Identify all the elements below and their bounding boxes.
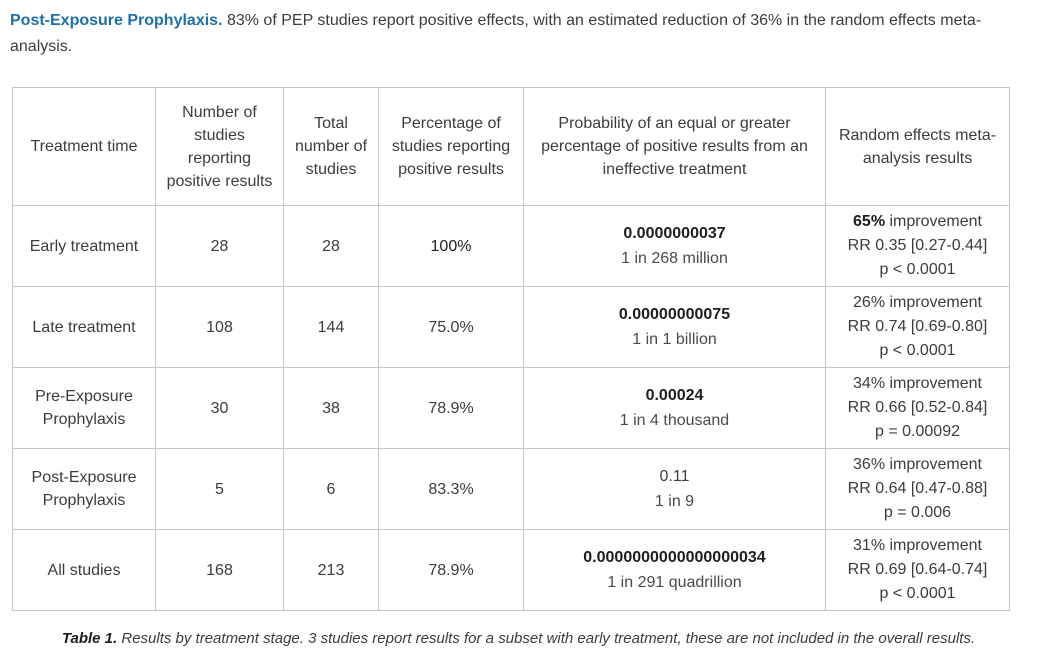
probability-value: 0.11: [659, 468, 690, 485]
probability-cell: 0.0000000037 1 in 268 million: [523, 205, 826, 287]
total-count-cell: 6: [283, 448, 379, 530]
risk-ratio: RR 0.69 [0.64-0.74]: [847, 561, 988, 578]
improvement-percent: 26%: [853, 294, 886, 311]
table-caption: Table 1. Results by treatment stage. 3 s…: [0, 630, 1037, 647]
p-value: p < 0.0001: [879, 342, 956, 359]
percentage-cell: 75.0%: [378, 286, 524, 368]
probability-value: 0.0000000037: [623, 225, 726, 242]
improvement-percent: 36%: [853, 456, 886, 473]
probability-odds: 1 in 268 million: [621, 250, 728, 267]
risk-ratio: RR 0.66 [0.52-0.84]: [847, 399, 988, 416]
table-row-late-treatment: Late treatment 108 144 75.0% 0.000000000…: [12, 286, 1010, 368]
caption-text: Results by treatment stage. 3 studies re…: [117, 630, 976, 647]
header-percentage: Percentage of studies reporting positive…: [378, 87, 524, 206]
probability-cell: 0.00024 1 in 4 thousand: [523, 367, 826, 449]
header-total-studies: Total number of studies: [283, 87, 379, 206]
improvement-line: 31% improvement: [834, 534, 1001, 558]
improvement-suffix: improvement: [885, 213, 982, 230]
meta-analysis-cell: 26% improvement RR 0.74 [0.69-0.80] p < …: [825, 286, 1010, 368]
intro-paragraph: Post-Exposure Prophylaxis. 83% of PEP st…: [0, 0, 1037, 60]
meta-analysis-cell: 34% improvement RR 0.66 [0.52-0.84] p = …: [825, 367, 1010, 449]
p-value: p < 0.0001: [879, 585, 956, 602]
results-table: Treatment time Number of studies reporti…: [12, 87, 1010, 611]
improvement-line: 26% improvement: [834, 291, 1001, 315]
percentage-cell: 83.3%: [378, 448, 524, 530]
improvement-line: 36% improvement: [834, 453, 1001, 477]
positive-count-cell: 5: [155, 448, 284, 530]
percentage-cell: 78.9%: [378, 529, 524, 611]
positive-count-cell: 108: [155, 286, 284, 368]
total-count-cell: 28: [283, 205, 379, 287]
improvement-line: 65% improvement: [834, 210, 1001, 234]
probability-cell: 0.00000000075 1 in 1 billion: [523, 286, 826, 368]
intro-text: 83% of PEP studies report positive effec…: [10, 12, 982, 55]
header-row: Treatment time Number of studies reporti…: [12, 87, 1010, 206]
improvement-suffix: improvement: [885, 294, 982, 311]
header-meta-analysis: Random effects meta-analysis results: [825, 87, 1010, 206]
probability-odds: 1 in 1 billion: [632, 331, 717, 348]
improvement-suffix: improvement: [885, 537, 982, 554]
table-row-all-studies: All studies 168 213 78.9% 0.000000000000…: [12, 529, 1010, 611]
intro-lead: Post-Exposure Prophylaxis.: [10, 12, 223, 29]
risk-ratio: RR 0.35 [0.27-0.44]: [847, 237, 988, 254]
header-positive-studies: Number of studies reporting positive res…: [155, 87, 284, 206]
positive-count-cell: 168: [155, 529, 284, 611]
improvement-suffix: improvement: [885, 375, 982, 392]
improvement-percent: 34%: [853, 375, 886, 392]
probability-value: 0.0000000000000000034: [583, 549, 766, 566]
improvement-percent: 31%: [853, 537, 886, 554]
p-value: p = 0.006: [883, 504, 952, 521]
improvement-percent: 65%: [853, 213, 886, 230]
p-value: p < 0.0001: [879, 261, 956, 278]
table-row-early-treatment: Early treatment 28 28 100% 0.0000000037 …: [12, 205, 1010, 287]
meta-analysis-cell: 36% improvement RR 0.64 [0.47-0.88] p = …: [825, 448, 1010, 530]
total-count-cell: 213: [283, 529, 379, 611]
probability-value: 0.00024: [645, 387, 704, 404]
risk-ratio: RR 0.64 [0.47-0.88]: [847, 480, 988, 497]
treatment-cell: Pre-Exposure Prophylaxis: [12, 367, 156, 449]
total-count-cell: 144: [283, 286, 379, 368]
risk-ratio: RR 0.74 [0.69-0.80]: [847, 318, 988, 335]
meta-analysis-cell: 31% improvement RR 0.69 [0.64-0.74] p < …: [825, 529, 1010, 611]
probability-value: 0.00000000075: [618, 306, 731, 323]
probability-cell: 0.11 1 in 9: [523, 448, 826, 530]
treatment-cell: Post-Exposure Prophylaxis: [12, 448, 156, 530]
table-row-post-exposure: Post-Exposure Prophylaxis 5 6 83.3% 0.11…: [12, 448, 1010, 530]
caption-label: Table 1.: [61, 630, 118, 647]
percentage-cell: 78.9%: [378, 367, 524, 449]
header-treatment-time: Treatment time: [12, 87, 156, 206]
positive-count-cell: 28: [155, 205, 284, 287]
header-probability: Probability of an equal or greater perce…: [523, 87, 826, 206]
table-row-pre-exposure: Pre-Exposure Prophylaxis 30 38 78.9% 0.0…: [12, 367, 1010, 449]
probability-cell: 0.0000000000000000034 1 in 291 quadrilli…: [523, 529, 826, 611]
treatment-cell: All studies: [12, 529, 156, 611]
treatment-cell: Late treatment: [12, 286, 156, 368]
meta-analysis-cell: 65% improvement RR 0.35 [0.27-0.44] p < …: [825, 205, 1010, 287]
probability-odds: 1 in 291 quadrillion: [607, 574, 742, 591]
probability-odds: 1 in 9: [654, 493, 695, 510]
total-count-cell: 38: [283, 367, 379, 449]
p-value: p = 0.00092: [875, 423, 960, 440]
improvement-line: 34% improvement: [834, 372, 1001, 396]
improvement-suffix: improvement: [885, 456, 982, 473]
positive-count-cell: 30: [155, 367, 284, 449]
percentage-cell: 100%: [378, 205, 524, 287]
treatment-cell: Early treatment: [12, 205, 156, 287]
probability-odds: 1 in 4 thousand: [619, 412, 730, 429]
